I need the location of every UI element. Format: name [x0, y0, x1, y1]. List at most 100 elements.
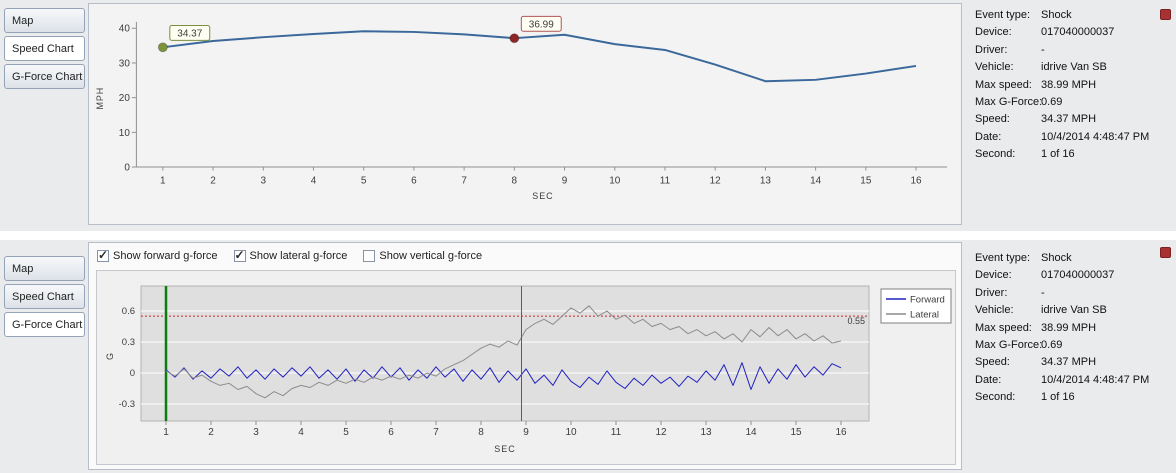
detail-row: Max speed: 38.99 MPH [968, 79, 1176, 96]
svg-text:1: 1 [163, 427, 169, 438]
gforce-chart-container: Show forward g-force Show lateral g-forc… [88, 242, 962, 470]
detail-value: 10/4/2014 4:48:47 PM [1041, 373, 1150, 386]
svg-text:6: 6 [388, 427, 394, 438]
detail-row: Device: 017040000037 [968, 269, 1176, 286]
legend-label: Lateral [910, 310, 939, 321]
detail-label: Second: [975, 391, 1016, 404]
svg-text:0: 0 [130, 368, 135, 379]
detail-value: 1 of 16 [1041, 148, 1075, 161]
checkbox-box[interactable] [233, 248, 246, 262]
detail-label: Event type: [975, 9, 1031, 21]
tab-label: Map [12, 14, 34, 27]
tab[interactable]: G-Force Chart [4, 64, 85, 89]
detail-label: Date: [975, 373, 1002, 386]
svg-text:9: 9 [523, 427, 529, 438]
detail-label: Date: [975, 130, 1002, 143]
tab-label: Speed Chart [12, 290, 74, 303]
detail-label: Vehicle: [975, 304, 1014, 317]
marker-label: 36.99 [529, 19, 554, 30]
detail-row: Driver: - [968, 44, 1176, 61]
svg-text:14: 14 [745, 427, 757, 438]
series-forward [165, 362, 842, 390]
checkbox[interactable]: Show vertical g-force [363, 250, 482, 262]
detail-rows: Event type: Shock Device: 017040000037 D… [968, 0, 1176, 166]
gforce-chart[interactable]: -0.300.30.61 2 3 4 5 6 7 8 9 10 11 12 13 14 15 16GSEC0.… [97, 271, 955, 464]
svg-text:6: 6 [411, 175, 417, 186]
detail-label: Second: [975, 148, 1016, 161]
gforce-chart-inner: -0.3 0 0.3 0.6 1 2 3 4 5 6 7 8 9 10 11 12 13 14 15 16 G SEC 0.… [96, 270, 956, 465]
detail-label: Vehicle: [975, 61, 1014, 74]
tab[interactable]: Speed Chart [4, 284, 85, 309]
svg-text:0.6: 0.6 [122, 306, 135, 317]
tab[interactable]: Speed Chart [4, 36, 85, 61]
svg-text:4: 4 [311, 175, 317, 186]
tab[interactable]: Map [4, 8, 85, 33]
svg-text:5: 5 [343, 427, 349, 438]
svg-text:13: 13 [760, 175, 772, 186]
svg-text:12: 12 [655, 427, 667, 438]
checkbox-box[interactable] [363, 250, 376, 262]
detail-row: Second: 1 of 16 [968, 391, 1176, 408]
detail-rows: Event type: Shock Device: 017040000037 D… [968, 240, 1176, 409]
detail-row: Max G-Force: 0.69 [968, 96, 1176, 113]
checkbox-box[interactable] [97, 248, 109, 262]
detail-row: Event type: Shock [968, 252, 1176, 269]
gforce-options: Show forward g-force Show lateral g-forc… [97, 248, 482, 262]
marker-label: 34.37 [177, 28, 202, 39]
pin-icon[interactable] [1160, 247, 1171, 258]
detail-row: Speed: 34.37 MPH [968, 113, 1176, 130]
detail-label: Max speed: [975, 78, 1032, 91]
detail-row: Device: 017040000037 [968, 26, 1176, 43]
pin-icon[interactable] [1160, 9, 1171, 20]
data-marker [157, 42, 168, 53]
detail-label: Driver: [975, 43, 1008, 56]
x-axis-title: SEC [532, 191, 553, 201]
tab-strip: Map Speed Chart G-Force Chart [4, 256, 85, 340]
event-details-panel: Event type: Shock Device: 017040000037 D… [968, 0, 1176, 231]
detail-label: Max G-Force: [975, 95, 1043, 108]
svg-text:7: 7 [433, 427, 439, 438]
detail-value: 10/4/2014 4:48:47 PM [1041, 130, 1150, 143]
y-axis-title: G [105, 352, 115, 360]
checkbox[interactable]: Show lateral g-force [233, 248, 347, 262]
detail-value: 017040000037 [1041, 26, 1115, 39]
checkbox[interactable]: Show forward g-force [97, 248, 218, 262]
svg-text:20: 20 [119, 93, 131, 104]
detail-value: 38.99 MPH [1041, 78, 1097, 91]
checkbox-label: Show forward g-force [113, 250, 218, 262]
svg-text:3: 3 [260, 175, 266, 186]
detail-row: Vehicle: idrive Van SB [968, 61, 1176, 78]
svg-text:10: 10 [609, 175, 621, 186]
detail-row: Event type: Shock [968, 9, 1176, 26]
svg-text:3: 3 [253, 427, 259, 438]
detail-label: Speed: [975, 356, 1010, 369]
tab-strip: Map Speed Chart G-Force Chart [4, 8, 85, 92]
detail-value: 1 of 16 [1041, 391, 1075, 404]
svg-text:1: 1 [160, 175, 166, 186]
detail-value: Shock [1041, 252, 1072, 264]
detail-value: idrive Van SB [1041, 61, 1107, 74]
detail-row: Vehicle: idrive Van SB [968, 304, 1176, 321]
svg-text:16: 16 [911, 175, 923, 186]
svg-text:15: 15 [860, 175, 872, 186]
threshold-label: 0.55 [847, 316, 865, 326]
tab[interactable]: Map [4, 256, 85, 281]
detail-row: Second: 1 of 16 [968, 148, 1176, 165]
data-marker [509, 33, 520, 44]
svg-text:0: 0 [124, 163, 130, 174]
detail-label: Event type: [975, 252, 1031, 264]
tab-label: G-Force Chart [12, 318, 83, 331]
marker-label-box [169, 25, 211, 41]
svg-text:5: 5 [361, 175, 367, 186]
event-details-panel: Event type: Shock Device: 017040000037 D… [968, 240, 1176, 473]
svg-text:11: 11 [660, 175, 671, 186]
legend-label: Forward [910, 295, 945, 306]
svg-text:2: 2 [208, 427, 214, 438]
tab[interactable]: G-Force Chart [4, 312, 85, 337]
detail-value: - [1041, 286, 1045, 299]
svg-text:30: 30 [119, 58, 131, 69]
tab-label: G-Force Chart [12, 70, 83, 83]
svg-text:10: 10 [565, 427, 577, 438]
